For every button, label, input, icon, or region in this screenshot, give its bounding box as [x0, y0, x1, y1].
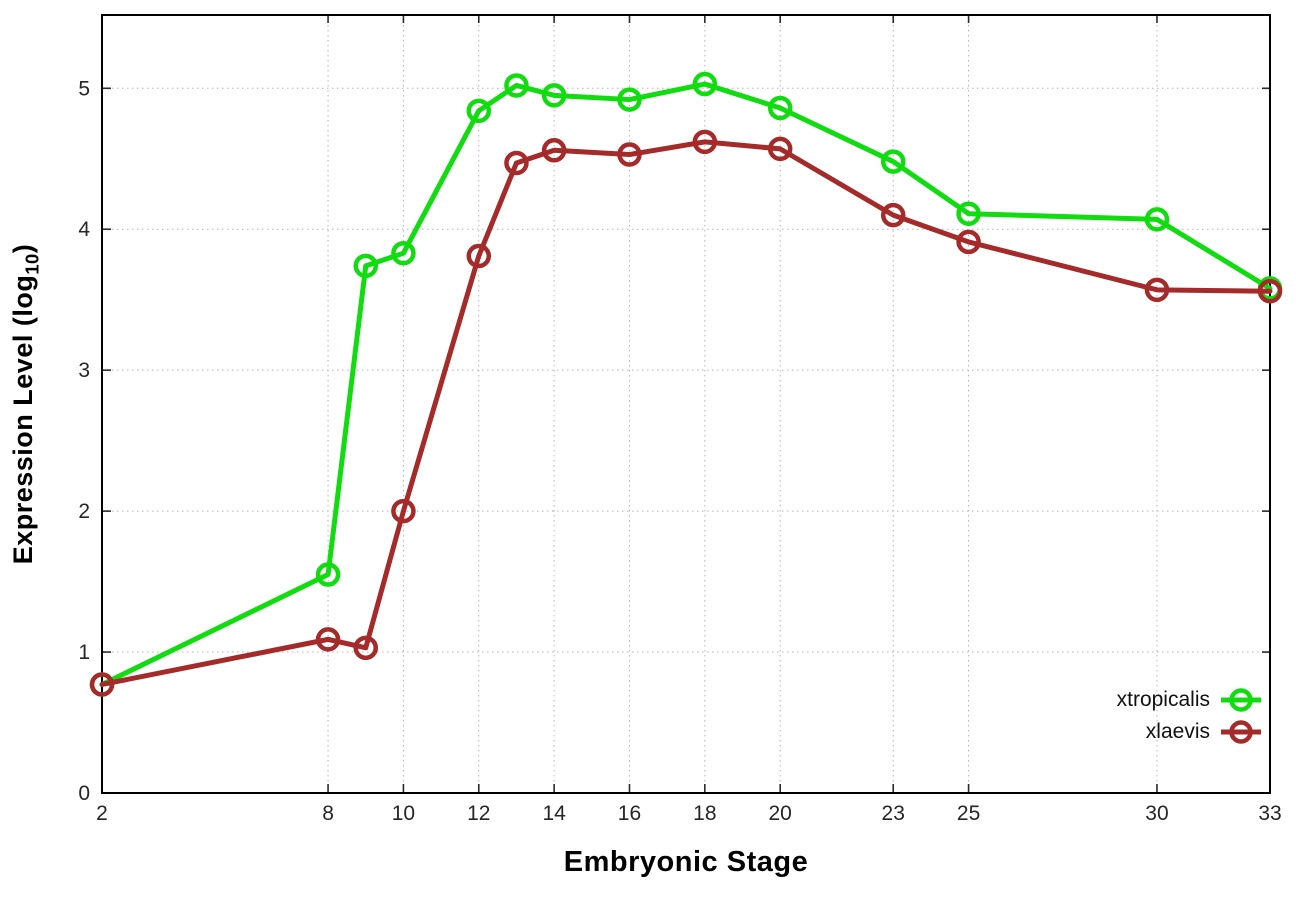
y-axis-title-text: Expression Level (log — [8, 274, 38, 565]
data-point-xlaevis — [1144, 277, 1170, 303]
plot-border — [101, 14, 1271, 794]
data-point-xtropicalis — [504, 73, 529, 98]
data-point-xtropicalis — [692, 71, 718, 97]
y-axis-title-subscript: 10 — [21, 253, 43, 275]
x-tick-label: 33 — [1258, 802, 1281, 825]
data-point-xlaevis — [880, 202, 906, 228]
series-line-xlaevis — [99, 139, 1273, 687]
y-tick-label: 5 — [78, 77, 90, 100]
data-point-xlaevis — [466, 243, 492, 269]
legend-label: xlaevis — [1145, 720, 1210, 743]
data-point-xlaevis — [353, 635, 378, 661]
data-point-xtropicalis — [617, 87, 642, 112]
x-tick-label: 25 — [957, 802, 980, 825]
data-point-xlaevis — [767, 136, 793, 162]
line-with-circle-marker-icon — [1221, 688, 1261, 712]
x-tick-label: 8 — [322, 802, 334, 825]
data-point-xlaevis — [617, 142, 642, 167]
data-point-xlaevis — [541, 138, 567, 163]
data-point-xlaevis — [1257, 278, 1283, 304]
data-point-xtropicalis — [391, 240, 416, 266]
x-tick-label: 12 — [467, 802, 490, 825]
legend-item-xtropicalis: xtropicalis — [1117, 686, 1262, 714]
x-tick-label: 18 — [693, 802, 716, 825]
data-point-xlaevis — [391, 498, 416, 524]
legend-item-xlaevis: xlaevis — [1117, 718, 1262, 746]
y-tick-label: 2 — [78, 500, 90, 523]
data-point-xlaevis — [692, 129, 718, 155]
y-tick-label: 4 — [78, 218, 90, 241]
y-axis-title-suffix: ) — [8, 243, 38, 254]
x-tick-label: 30 — [1145, 802, 1168, 825]
y-tick-label: 1 — [78, 641, 90, 664]
x-tick-label: 16 — [618, 802, 641, 825]
x-tick-label: 23 — [882, 802, 905, 825]
data-point-xtropicalis — [466, 98, 492, 124]
data-point-xlaevis — [956, 229, 981, 255]
data-point-xtropicalis — [353, 253, 378, 279]
y-axis-title: Expression Level (log10) — [8, 144, 48, 664]
legend: xtropicalis xlaevis — [1117, 686, 1262, 746]
data-point-xtropicalis — [767, 95, 793, 121]
series-line-xtropicalis — [99, 81, 1273, 687]
line-with-circle-marker-icon — [1221, 720, 1261, 744]
y-tick-label: 3 — [78, 359, 90, 382]
data-point-xtropicalis — [315, 562, 341, 587]
x-tick-label: 14 — [542, 802, 566, 825]
data-point-xlaevis — [89, 672, 115, 697]
data-point-xlaevis — [504, 150, 529, 176]
data-point-xtropicalis — [956, 201, 981, 226]
y-tick-label: 0 — [78, 782, 90, 805]
legend-label: xtropicalis — [1116, 688, 1210, 711]
x-tick-label: 10 — [392, 802, 415, 825]
x-axis-title: Embryonic Stage — [563, 846, 809, 878]
data-point-xtropicalis — [1144, 207, 1170, 232]
data-point-xtropicalis — [541, 83, 567, 108]
data-point-xtropicalis — [880, 149, 906, 174]
data-point-xlaevis — [315, 627, 341, 652]
x-tick-label: 20 — [769, 802, 792, 825]
x-tick-label: 2 — [96, 802, 108, 825]
